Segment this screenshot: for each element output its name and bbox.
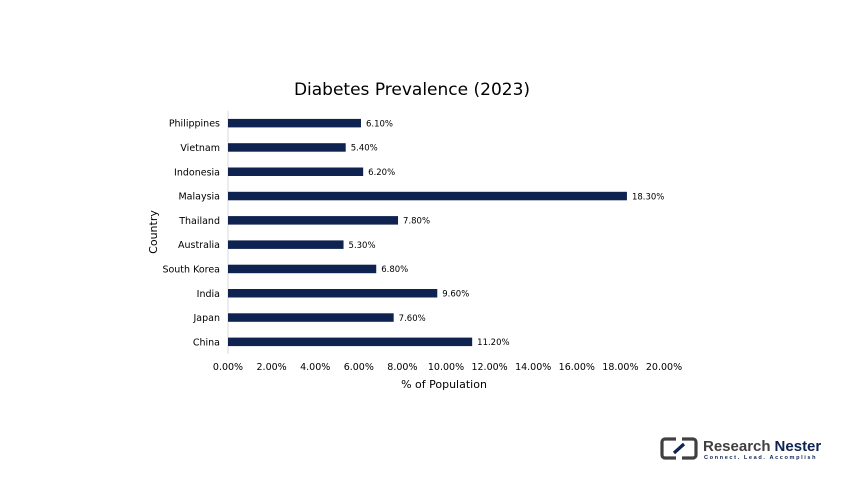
x-tick-label-3: 6.00% bbox=[344, 362, 374, 373]
logo-word-nester: Nester bbox=[775, 438, 822, 455]
bar-philippines bbox=[228, 118, 361, 128]
y-tick-label-japan: Japan bbox=[193, 313, 221, 324]
x-tick-label-9: 18.00% bbox=[602, 362, 638, 373]
data-label-japan: 7.60% bbox=[399, 314, 426, 324]
x-tick-label-7: 14.00% bbox=[515, 362, 551, 373]
x-tick-label-6: 12.00% bbox=[471, 362, 507, 373]
bar-indonesia bbox=[228, 167, 364, 176]
x-tick-label-10: 20.00% bbox=[646, 362, 682, 373]
research-nester-logo-icon bbox=[660, 437, 698, 460]
x-tick-label-4: 8.00% bbox=[387, 362, 417, 373]
y-tick-label-australia: Australia bbox=[178, 240, 220, 251]
x-tick-label-2: 4.00% bbox=[300, 362, 330, 373]
data-label-australia: 5.30% bbox=[349, 241, 376, 251]
data-label-indonesia: 6.20% bbox=[368, 168, 395, 178]
y-tick-label-philippines: Philippines bbox=[169, 119, 220, 130]
x-axis-title: % of Population bbox=[401, 378, 487, 391]
data-label-vietnam: 5.40% bbox=[351, 144, 378, 154]
data-label-thailand: 7.80% bbox=[403, 217, 430, 227]
data-label-philippines: 6.10% bbox=[366, 119, 393, 129]
y-tick-label-india: India bbox=[197, 289, 220, 300]
chart-title: Diabetes Prevalence (2023) bbox=[294, 80, 530, 100]
bar-thailand bbox=[228, 216, 399, 225]
logo-wordmark: Research Nester bbox=[703, 438, 821, 455]
y-tick-label-south-korea: South Korea bbox=[162, 264, 220, 275]
x-tick-label-0: 0.00% bbox=[213, 362, 243, 373]
y-tick-label-china: China bbox=[193, 337, 220, 348]
bar-south-korea bbox=[228, 264, 377, 274]
bar-vietnam bbox=[228, 143, 346, 152]
plot-area: Philippines 6.10% Vietnam 5.40% Indonesia 6.2… bbox=[162, 111, 682, 373]
bar-malaysia bbox=[228, 191, 627, 201]
bar-china bbox=[228, 337, 473, 347]
logo-word-research: Research bbox=[703, 438, 771, 455]
y-tick-label-thailand: Thailand bbox=[178, 216, 220, 227]
data-label-china: 11.20% bbox=[477, 338, 509, 348]
x-tick-label-1: 2.00% bbox=[257, 362, 287, 373]
x-tick-label-8: 16.00% bbox=[559, 362, 595, 373]
data-label-malaysia: 18.30% bbox=[632, 192, 664, 202]
y-tick-label-malaysia: Malaysia bbox=[178, 192, 220, 203]
data-label-south-korea: 6.80% bbox=[381, 265, 408, 275]
x-tick-label-5: 10.00% bbox=[428, 362, 464, 373]
y-axis-title: Country bbox=[147, 210, 160, 254]
research-nester-logo: Research Nester Connect. Lead. Accomplish bbox=[660, 437, 821, 461]
bar-japan bbox=[228, 313, 394, 322]
logo-tagline: Connect. Lead. Accomplish bbox=[704, 455, 817, 461]
y-tick-label-vietnam: Vietnam bbox=[180, 143, 220, 154]
bar-australia bbox=[228, 240, 344, 249]
data-label-india: 9.60% bbox=[442, 289, 469, 299]
bar-india bbox=[228, 289, 438, 298]
y-tick-label-indonesia: Indonesia bbox=[174, 167, 220, 178]
